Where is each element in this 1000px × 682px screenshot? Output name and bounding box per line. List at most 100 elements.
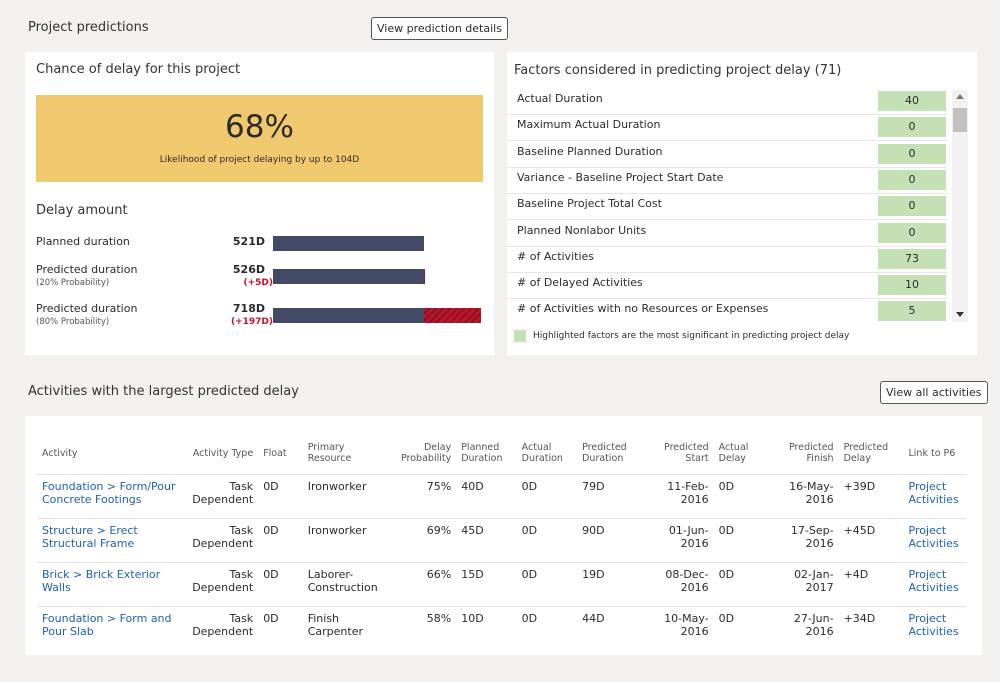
header-row: Activity Activity Type Float Primary Resour… [37,432,967,475]
cell: 0D [713,518,771,563]
scroll-thumb[interactable] [953,108,967,132]
factor-row: Baseline Project Total Cost 0 [507,193,947,221]
factor-value: 0 [878,169,946,190]
activity-row: Brick > Brick Exterior Walls Task Depende… [37,562,967,607]
cell: 0D [516,518,578,563]
cell: 69% [392,518,457,563]
delay-days: 718D [232,302,265,315]
factor-row: # of Activities 73 [507,246,947,273]
column-header: Primary Resource [307,442,352,464]
scroll-down[interactable] [956,312,964,317]
p6-link[interactable]: Project Activities [908,524,959,550]
cell: Finish Carpenter [302,606,393,650]
p6-link[interactable]: Project Activities [908,612,959,638]
activities-table: Activity Activity Type Float Primary Resour… [37,432,967,650]
duration-bar [273,308,424,323]
column-header: Float [263,447,287,459]
column-header: Delay Probability [400,442,452,464]
delay-bar [423,308,481,323]
factor-value: 0 [878,196,946,217]
activity-link[interactable]: Brick > Brick Exterior Walls [42,568,161,594]
column-header: Predicted Finish [788,442,834,464]
cell: 90D [577,518,649,563]
legend-text: Highlighted factors are the most signifi… [533,331,850,341]
column-header: Predicted Delay [843,442,889,464]
delay-card: Chance of delay for this project 68% Lik… [25,52,494,355]
factor-name: # of Activities [517,249,594,263]
cell: 0D [516,474,578,519]
column-header: Activity [42,447,78,459]
cell: 10D [456,606,517,650]
cell: Foundation > Form/Pour Concrete Footings [37,474,182,519]
p6-link[interactable]: Project Activities [908,568,959,594]
factor-row: Variance - Baseline Project Start Date 0 [507,167,947,194]
cell: 16-May-2016 [770,474,839,519]
cell: 45D [456,518,517,563]
column-header: Actual Delay [718,442,749,464]
scroll-up[interactable] [956,94,964,99]
factors-title: Factors considered in predicting project… [514,63,842,78]
cell: +34D [838,606,904,650]
factor-row: Actual Duration 40 [507,88,947,115]
cell: 0D [713,606,771,650]
factor-value: 0 [878,222,946,243]
cell: Ironworker [302,518,393,563]
cell: Project Activities [903,474,967,519]
activity-link[interactable]: Foundation > Form and Pour Slab [42,612,172,638]
activity-link[interactable]: Foundation > Form/Pour Concrete Footings [42,480,176,506]
cell: Laborer-Construction [302,562,393,607]
view-all-button[interactable]: View all activities [880,381,988,404]
cell: 27-Jun-2016 [770,606,839,650]
cell: 17-Sep-2016 [770,518,839,563]
cell: 0D [516,562,578,607]
column-header: Actual Duration [521,442,563,464]
delay-label: Predicted duration [36,263,138,276]
cell: 19D [577,562,649,607]
cell: 75% [392,474,457,519]
factor-name: Variance - Baseline Project Start Date [517,170,724,184]
chance-value: 68% [225,109,294,145]
cell: Task Dependent [181,562,259,607]
section-title: Project predictions [28,20,149,35]
column-header: Predicted Duration [582,442,627,464]
duration-bar [273,269,424,284]
activities-title: Activities with the largest predicted de… [28,384,299,399]
factors-card: Factors considered in predicting project… [507,52,977,355]
chance-caption: Likelihood of project delaying by up to … [159,155,360,165]
factor-name: # of Delayed Activities [517,276,643,290]
factor-name: Planned Nonlabor Units [517,223,647,237]
factor-value: 10 [878,275,946,296]
view-details-button[interactable]: View prediction details [371,17,508,40]
factor-row: # of Activities with no Resources or Exp… [507,298,947,324]
cell: 0D [713,562,771,607]
cell: Foundation > Form and Pour Slab [37,606,182,650]
cell: Project Activities [903,518,967,563]
cell: Brick > Brick Exterior Walls [37,562,182,607]
factor-name: Baseline Planned Duration [517,144,663,158]
cell: Task Dependent [181,606,259,650]
cell: +4D [838,562,904,607]
column-header: Planned Duration [461,442,503,464]
cell: 10-May-2016 [648,606,714,650]
factor-value: 5 [878,301,946,322]
cell: 02-Jan-2017 [770,562,839,607]
factor-value: 0 [878,143,946,164]
factor-row: Planned Nonlabor Units 0 [507,220,947,247]
card-title: Chance of delay for this project [36,62,241,77]
cell: 66% [392,562,457,607]
p6-link[interactable]: Project Activities [908,480,959,506]
factor-list: Actual Duration 40 Maximum Actual Duration… [507,88,952,324]
activity-link[interactable]: Structure > Erect Structural Frame [42,524,138,550]
delay-change: (+197D) [230,317,273,327]
cell: 0D [713,474,771,519]
delay-probability: (80% Probability) [36,317,110,327]
cell: 44D [577,606,649,650]
activity-row: Foundation > Form and Pour Slab Task Depe… [37,606,967,650]
cell: 0D [258,474,303,519]
factor-name: # of Activities with no Resources or Exp… [517,302,769,316]
factor-name: Maximum Actual Duration [517,118,661,132]
factor-value: 0 [878,117,946,138]
cell: 0D [258,606,303,650]
scrollbar[interactable] [952,90,968,322]
cell: Project Activities [903,562,967,607]
